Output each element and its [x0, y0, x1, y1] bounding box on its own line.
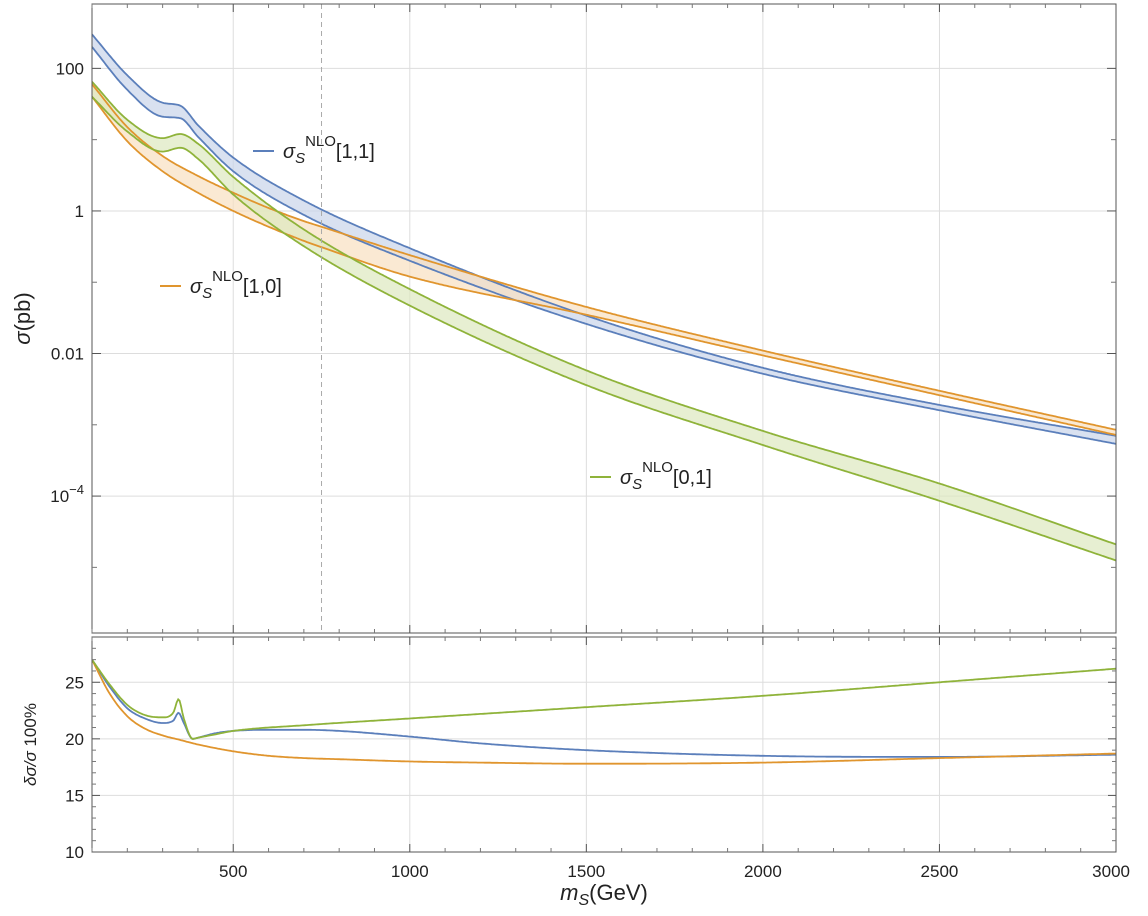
- legend-label: σSNLO[1,0]: [190, 268, 282, 302]
- main-y-tick-label: 0.01: [51, 345, 84, 364]
- ratio-series-curve: [92, 659, 1116, 758]
- main-uncertainty-bands: [92, 34, 1116, 561]
- ratio-gridlines: [92, 637, 1116, 852]
- x-axis-label: mS(GeV): [560, 880, 648, 909]
- ratio-y-tick-label: 20: [65, 730, 84, 749]
- ratio-y-tick-label: 25: [65, 673, 84, 692]
- series-upper-curve: [92, 33, 1116, 437]
- x-tick-label: 500: [219, 862, 247, 881]
- x-tick-label: 2000: [744, 862, 782, 881]
- ratio-y-axis-label: δσ/σ 100%: [21, 703, 40, 786]
- ratio-plot-frame: [91, 636, 1117, 853]
- main-y-tick-label: 10−4: [50, 482, 84, 506]
- ratio-panel: 10 15 20 25 δσ/σ 100%: [21, 636, 1117, 862]
- ratio-tick-marks: [91, 637, 1117, 853]
- main-y-axis-label: σ(pb): [10, 292, 35, 344]
- x-tick-label: 2500: [921, 862, 959, 881]
- x-tick-labels: 500 1000 1500 2000 2500 3000: [219, 862, 1130, 881]
- series-lower-curve: [92, 96, 1116, 436]
- series-lower-curve: [92, 46, 1116, 445]
- x-tick-label: 3000: [1092, 862, 1130, 881]
- ratio-y-tick-label: 15: [65, 786, 84, 805]
- ratio-y-tick-label: 10: [65, 843, 84, 862]
- main-curves: [92, 33, 1116, 562]
- ratio-series-curve: [92, 659, 1116, 740]
- ratio-series-curve: [92, 659, 1116, 765]
- main-tick-marks: [91, 4, 1117, 633]
- series-upper-curve: [92, 83, 1116, 431]
- series-upper-curve: [92, 81, 1116, 546]
- series-lower-curve: [92, 96, 1116, 562]
- main-plot-frame: [91, 3, 1117, 634]
- ratio-y-tick-labels: 10 15 20 25: [65, 673, 84, 862]
- main-y-tick-label: 100: [56, 59, 84, 78]
- legend-label: σSNLO[1,1]: [283, 133, 375, 167]
- main-y-tick-label: 1: [75, 202, 84, 221]
- ratio-curves: [92, 659, 1116, 765]
- x-tick-label: 1000: [391, 862, 429, 881]
- legend: σSNLO[1,1] σSNLO[1,0] σSNLO[0,1]: [160, 133, 712, 493]
- legend-label: σSNLO[0,1]: [620, 459, 712, 493]
- main-panel: 100 1 0.01 10−4 σSNLO[1,1] σSNLO[1,0] σSNLO[0…: [10, 3, 1117, 634]
- uncertainty-band: [92, 81, 1116, 561]
- x-tick-label: 1500: [567, 862, 605, 881]
- main-y-tick-labels: 100 1 0.01 10−4: [50, 59, 84, 506]
